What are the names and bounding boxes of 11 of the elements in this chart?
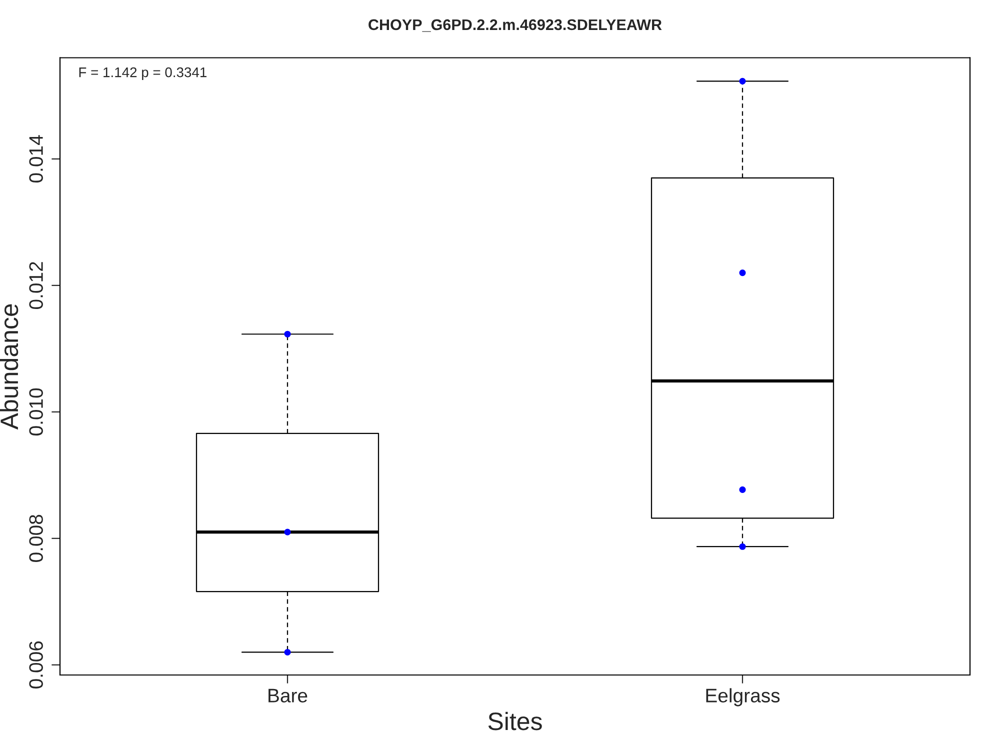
chart-title: CHOYP_G6PD.2.2.m.46923.SDELYEAWR [368, 19, 662, 32]
x-tick-label: Bare [268, 688, 308, 702]
y-axis-title: Abundance [0, 304, 18, 430]
x-axis-title: Sites [488, 712, 542, 730]
annotation: F = 1.142 p = 0.3341 [79, 67, 206, 80]
y-tick-label: 0.006 [29, 641, 43, 688]
y-tick-label: 0.012 [29, 262, 43, 309]
x-tick-label: Eelgrass [706, 688, 780, 706]
y-tick-label: 0.010 [29, 388, 43, 436]
y-tick-label: 0.008 [29, 514, 43, 562]
y-tick-label: 0.014 [29, 135, 43, 183]
